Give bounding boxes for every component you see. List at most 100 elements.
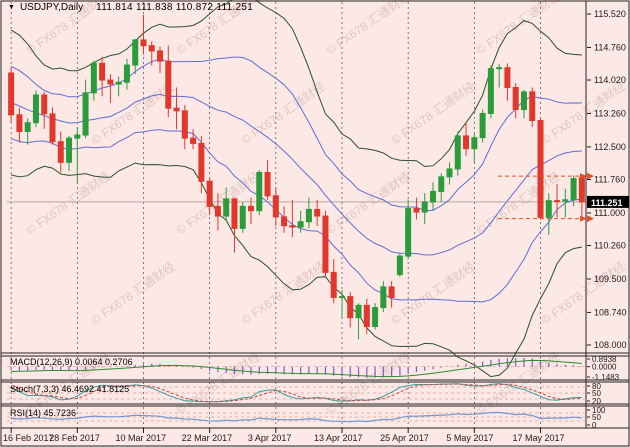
candle-body: [123, 64, 130, 83]
current-price-badge-label: 111.251: [591, 198, 623, 208]
candle-body: [520, 91, 527, 111]
price-axis-label: 109.500: [594, 274, 627, 284]
candle-body: [41, 94, 48, 115]
candle-body: [190, 137, 197, 144]
candle-body: [24, 122, 31, 133]
candle-body: [512, 87, 519, 111]
candle-body: [165, 60, 172, 109]
rsi-axis-label: 0: [592, 421, 597, 430]
candle-body: [264, 171, 271, 197]
candle-body: [32, 94, 39, 124]
price-axis-label: 113.260: [594, 108, 626, 118]
candle-body: [223, 198, 230, 217]
symbol-dropdown-icon[interactable]: ▼: [8, 3, 15, 11]
candle-body: [256, 171, 263, 212]
candle-body: [347, 296, 354, 319]
price-axis-label: 112.500: [594, 142, 626, 152]
candle-body: [173, 107, 180, 112]
candle-body: [496, 67, 503, 70]
chart-title-bar: ▼ USDJPY,Daily 111.814 111.838 110.872 1…: [8, 2, 253, 13]
candle-body: [132, 39, 139, 66]
rsi-axis-label: 50: [592, 413, 601, 422]
candle-body: [388, 286, 395, 298]
fx678-watermark: © FX678 汇通财经: [324, 0, 413, 57]
macd-signal-line: [11, 359, 582, 378]
candle-body: [545, 200, 552, 218]
candle-body: [198, 142, 205, 182]
date-axis-label: 5 May 2017: [446, 433, 493, 443]
candle-body: [380, 286, 387, 309]
symbol-timeframe-label: USDJPY,Daily: [19, 2, 84, 13]
candle-body: [8, 72, 15, 116]
candle-body: [57, 141, 64, 163]
candle-body: [99, 62, 106, 81]
stoch-axis-label: 50: [592, 389, 601, 398]
candle-body: [140, 39, 147, 47]
candle-body: [239, 205, 246, 229]
candle-body: [49, 113, 56, 143]
price-axis-label: 111.000: [594, 208, 625, 218]
fx678-watermark: © FX678 汇通财经: [239, 259, 328, 327]
low-alert-line-axis-arrow-icon: [587, 215, 594, 223]
macd-axis-label: -1.1483: [592, 373, 620, 382]
candle-body: [529, 91, 536, 122]
candle-body: [446, 168, 453, 178]
candle-body: [231, 198, 238, 229]
date-axis-label: 17 May 2017: [513, 433, 565, 443]
candle-body: [454, 135, 461, 170]
fx678-watermark: © FX678 汇通财经: [474, 349, 563, 417]
rsi-axis-label: 100: [592, 406, 606, 415]
date-axis-label: 10 Mar 2017: [115, 433, 166, 443]
stoch-d-line: [11, 383, 582, 403]
rsi-line: [11, 411, 582, 423]
candle-body: [322, 215, 329, 273]
price-axis-label: 111.760: [594, 175, 625, 185]
price-axis-label: 114.760: [594, 42, 626, 52]
high-alert-line-axis-arrow-icon: [587, 172, 594, 180]
fx678-watermark: © FX678 汇通财经: [24, 169, 113, 237]
candle-body: [297, 221, 304, 228]
candle-body: [206, 180, 213, 207]
candle-body: [90, 62, 97, 94]
price-axis-label: 108.740: [594, 307, 627, 317]
candles-group: [8, 14, 585, 340]
candle-body: [363, 304, 370, 328]
stoch-axis-label: 20: [592, 397, 601, 406]
candle-body: [487, 68, 494, 114]
candle-body: [479, 112, 486, 139]
candle-body: [305, 208, 312, 223]
candle-body: [148, 45, 155, 52]
bollinger-inner-band: [10, 93, 582, 256]
candle-body: [107, 79, 114, 85]
candle-body: [157, 50, 164, 62]
candle-body: [355, 304, 362, 319]
candle-body: [463, 135, 470, 150]
price-axis-label: 114.020: [594, 75, 626, 85]
fx678-watermark: © FX678 汇通财经: [324, 349, 413, 417]
candle-body: [396, 255, 403, 276]
fx678-watermark: © FX678 汇通财经: [89, 259, 178, 327]
fx678-watermark: © FX678 汇通财经: [474, 0, 563, 57]
candle-body: [314, 208, 321, 217]
current-price-badge: [587, 195, 629, 208]
candle-body: [429, 190, 436, 203]
candle-body: [181, 110, 188, 139]
stoch-axis-label: 80: [592, 382, 601, 391]
candle-body: [330, 271, 337, 298]
fx678-watermark: © FX678 汇通财经: [174, 349, 263, 417]
price-axis-label: 110.260: [594, 241, 626, 251]
rsi-indicator-label: RSI(14) 45.7236: [10, 408, 77, 418]
macd-axis-label: 0.0000: [592, 363, 617, 372]
candle-body: [578, 176, 585, 203]
candle-body: [413, 208, 420, 213]
date-axis-label: 28 Feb 2017: [49, 433, 100, 443]
candle-body: [471, 137, 478, 150]
candle-body: [82, 92, 89, 136]
candle-body: [421, 201, 428, 213]
candle-body: [115, 81, 122, 85]
candle-body: [289, 225, 296, 228]
price-axis-label: 108.000: [594, 340, 627, 350]
macd-axis-label: 0.8938: [592, 355, 617, 364]
